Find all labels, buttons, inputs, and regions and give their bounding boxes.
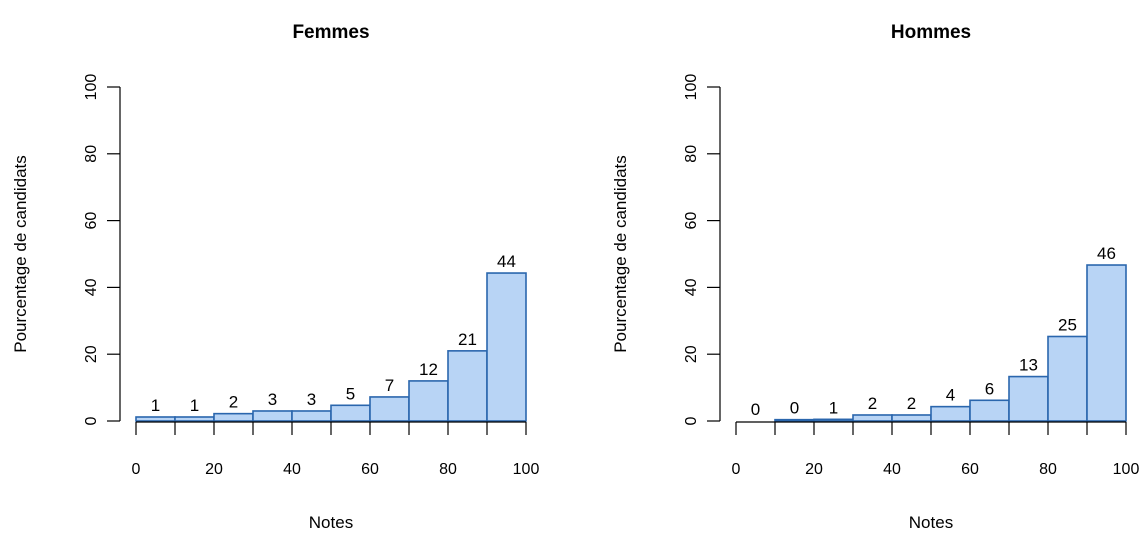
bar-data-label: 0 — [751, 400, 760, 419]
x-tick-label: 60 — [361, 461, 379, 478]
x-tick-label: 80 — [1039, 461, 1057, 478]
x-axis-label: Notes — [909, 513, 953, 532]
bar-data-label: 46 — [1097, 244, 1116, 263]
x-tick-label: 20 — [205, 461, 223, 478]
histogram-bar — [774, 418, 815, 422]
y-tick-label: 100 — [83, 74, 100, 101]
y-tick-label: 0 — [683, 416, 700, 425]
histogram-bar — [852, 414, 893, 422]
histogram-bar — [408, 380, 449, 422]
y-tick-label: 40 — [683, 278, 700, 296]
x-tick-label: 40 — [283, 461, 301, 478]
histogram-bar — [291, 410, 332, 422]
bar-data-label: 21 — [458, 330, 477, 349]
x-tick-label: 0 — [732, 461, 741, 478]
bar-data-label: 0 — [790, 399, 799, 418]
histogram-bar — [1008, 375, 1049, 422]
bar-data-label: 6 — [985, 379, 994, 398]
y-tick-label: 40 — [83, 278, 100, 296]
histogram-bar — [891, 414, 932, 422]
bar-data-label: 1 — [829, 398, 838, 417]
y-tick-label: 80 — [683, 145, 700, 163]
y-tick-label: 20 — [83, 345, 100, 363]
bar-data-label: 2 — [907, 394, 916, 413]
x-axis-label: Notes — [309, 513, 353, 532]
bar-data-label: 1 — [190, 396, 199, 415]
histogram-bar — [135, 416, 176, 422]
y-tick-label: 20 — [683, 345, 700, 363]
y-tick-label: 100 — [683, 74, 700, 101]
bar-data-label: 44 — [497, 252, 516, 271]
bar-data-label: 2 — [229, 393, 238, 412]
histogram-bar — [447, 350, 488, 422]
histogram-bar — [1086, 264, 1127, 422]
y-tick-label: 60 — [83, 212, 100, 230]
histogram-bar — [174, 416, 215, 422]
histogram-bar — [252, 410, 293, 422]
y-axis-label: Pourcentage de candidats — [611, 155, 630, 353]
x-tick-label: 40 — [883, 461, 901, 478]
bar-data-label: 2 — [868, 394, 877, 413]
bar-data-label: 12 — [419, 360, 438, 379]
y-tick-label: 0 — [83, 416, 100, 425]
histogram-bar — [369, 396, 410, 422]
bar-data-label: 5 — [346, 384, 355, 403]
bar-data-label: 3 — [307, 390, 316, 409]
histogram-bar — [813, 418, 854, 422]
bar-data-label: 3 — [268, 390, 277, 409]
histogram-bar — [930, 405, 971, 422]
histogram-bar — [486, 272, 527, 422]
chart-title: Femmes — [292, 22, 369, 43]
x-tick-label: 100 — [513, 461, 540, 478]
histogram-bar — [1047, 335, 1088, 422]
bar-data-label: 4 — [946, 386, 955, 405]
bar-data-label: 7 — [385, 376, 394, 395]
chart-title: Hommes — [891, 22, 971, 43]
x-tick-label: 100 — [1113, 461, 1140, 478]
x-tick-label: 60 — [961, 461, 979, 478]
histogram-bar — [213, 412, 254, 422]
x-tick-label: 0 — [132, 461, 141, 478]
bar-data-label: 13 — [1019, 356, 1038, 375]
y-tick-label: 80 — [83, 145, 100, 163]
x-tick-label: 20 — [805, 461, 823, 478]
y-tick-label: 60 — [683, 212, 700, 230]
y-axis-label: Pourcentage de candidats — [11, 155, 30, 353]
x-tick-label: 80 — [439, 461, 457, 478]
histogram-bar — [969, 399, 1010, 422]
histogram-bar — [330, 404, 371, 422]
bar-data-label: 25 — [1058, 315, 1077, 334]
bar-data-label: 1 — [151, 396, 160, 415]
